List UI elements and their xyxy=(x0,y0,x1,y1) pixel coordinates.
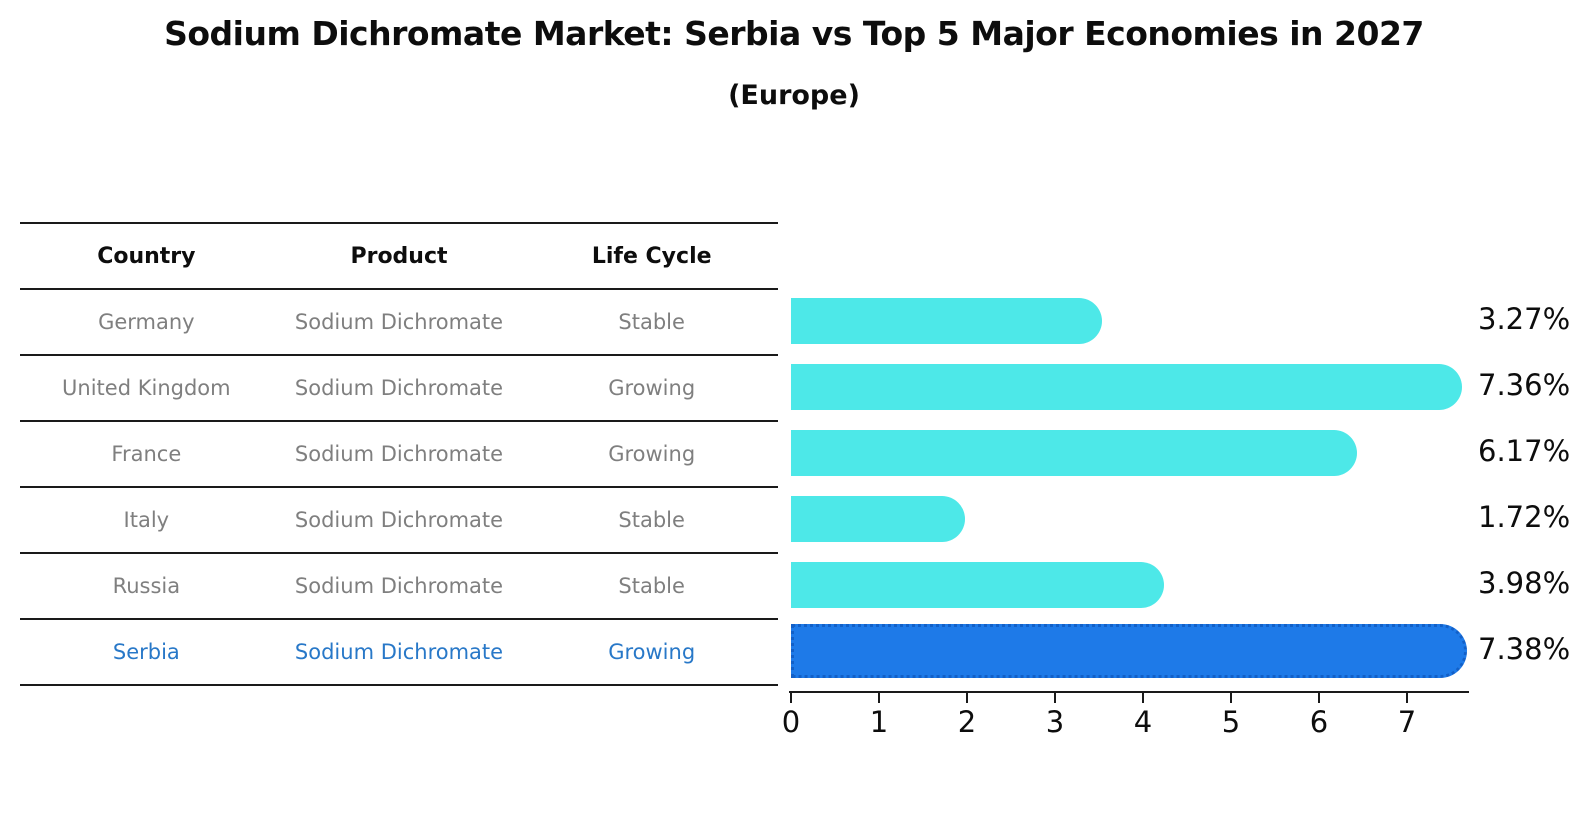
x-axis-tick-label: 3 xyxy=(1045,705,1065,739)
table-cell-life-cycle: Growing xyxy=(608,640,696,664)
x-axis-tick-label: 0 xyxy=(781,705,801,739)
x-axis-tick xyxy=(878,693,880,703)
table-cell-product: Product xyxy=(350,243,448,269)
comparison-table: Country Product Life Cycle Germany Sodiu… xyxy=(20,222,778,686)
x-axis-tick xyxy=(1230,693,1232,703)
bar-value-label: 3.98% xyxy=(1478,566,1571,600)
table-cell-country: Russia xyxy=(112,574,181,598)
table-cell-product: Sodium Dichromate xyxy=(294,376,504,400)
bar-highlight xyxy=(791,624,1467,678)
x-axis-tick-label: 5 xyxy=(1221,705,1241,739)
x-axis xyxy=(789,691,1469,693)
table-cell-life-cycle: Stable xyxy=(618,508,685,532)
page-title: Sodium Dichromate Market: Serbia vs Top … xyxy=(164,14,1424,53)
table-cell-product: Sodium Dichromate xyxy=(294,442,504,466)
x-axis-tick-label: 2 xyxy=(957,705,977,739)
bar-value-label: 7.36% xyxy=(1478,368,1571,402)
table-cell-product: Sodium Dichromate xyxy=(294,640,504,664)
bar xyxy=(791,298,1102,344)
table-cell-life-cycle: Life Cycle xyxy=(591,243,712,269)
x-axis-tick xyxy=(1054,693,1056,703)
table-row: France Sodium Dichromate Growing xyxy=(20,420,778,486)
x-axis-tick xyxy=(1406,693,1408,703)
page-subtitle: (Europe) xyxy=(728,80,860,111)
table-row: United Kingdom Sodium Dichromate Growing xyxy=(20,354,778,420)
table-cell-country: Italy xyxy=(123,508,170,532)
x-axis-tick xyxy=(1318,693,1320,703)
x-axis-tick xyxy=(1142,693,1144,703)
x-axis-tick-label: 7 xyxy=(1397,705,1417,739)
bar xyxy=(791,430,1357,476)
table-cell-product: Sodium Dichromate xyxy=(294,508,504,532)
bar xyxy=(791,496,965,542)
table-cell-country: Germany xyxy=(98,310,195,334)
table-cell-country: Serbia xyxy=(112,640,180,664)
table-row: Germany Sodium Dichromate Stable xyxy=(20,288,778,354)
bar-value-label: 7.38% xyxy=(1478,632,1571,666)
table-cell-life-cycle: Stable xyxy=(618,574,685,598)
table-cell-product: Sodium Dichromate xyxy=(294,310,504,334)
bar-value-label: 6.17% xyxy=(1478,434,1571,468)
table-cell-country: France xyxy=(111,442,182,466)
table-cell-life-cycle: Growing xyxy=(608,376,696,400)
x-axis-tick-label: 4 xyxy=(1133,705,1153,739)
table-row: Italy Sodium Dichromate Stable xyxy=(20,486,778,552)
table-cell-life-cycle: Growing xyxy=(608,442,696,466)
table-cell-country: United Kingdom xyxy=(62,376,231,400)
bar-value-label: 1.72% xyxy=(1478,500,1571,534)
x-axis-tick-label: 1 xyxy=(869,705,889,739)
bar-value-label: 3.27% xyxy=(1478,302,1571,336)
table-row: Serbia Sodium Dichromate Growing xyxy=(20,618,778,684)
x-axis-tick-label: 6 xyxy=(1309,705,1329,739)
bar xyxy=(791,364,1462,410)
x-axis-tick xyxy=(966,693,968,703)
table-cell-country: Country xyxy=(97,243,196,269)
table-cell-product: Sodium Dichromate xyxy=(294,574,504,598)
x-axis-tick xyxy=(790,693,792,703)
table-row: Country Product Life Cycle xyxy=(20,222,778,288)
table-row: Russia Sodium Dichromate Stable xyxy=(20,552,778,618)
table-cell-life-cycle: Stable xyxy=(618,310,685,334)
bar xyxy=(791,562,1164,608)
